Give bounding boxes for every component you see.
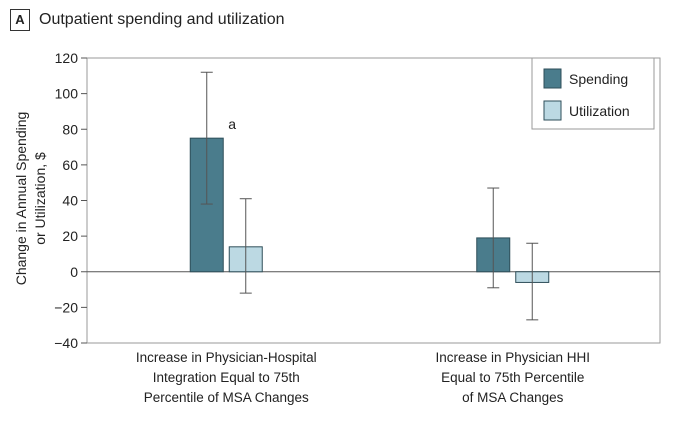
y-tick-label: 80 xyxy=(62,121,78,137)
legend-swatch-utilization xyxy=(543,100,562,121)
y-axis: −40 −20 0 20 40 60 80 100 120 xyxy=(54,50,87,351)
bars xyxy=(189,137,550,283)
x-axis-labels: Increase in Physician-Hospital Integratio… xyxy=(136,350,590,405)
y-tick-label: 100 xyxy=(55,86,79,102)
x-category-label: Integration Equal to 75th xyxy=(153,370,300,385)
y-axis-title: or Utilization, $ xyxy=(32,152,48,245)
legend-label-spending: Spending xyxy=(569,71,628,87)
panel-letter: A xyxy=(10,9,30,31)
annotations: a xyxy=(228,116,236,132)
y-axis-title: Change in Annual Spending xyxy=(13,112,29,286)
y-axis-label: Change in Annual Spending or Utilization,… xyxy=(13,112,48,286)
significance-marker: a xyxy=(228,116,236,132)
x-category-label: of MSA Changes xyxy=(462,390,564,405)
legend-label-utilization: Utilization xyxy=(569,103,630,119)
y-tick-label: −40 xyxy=(54,335,78,351)
y-tick-label: 40 xyxy=(62,193,78,209)
x-category-label: Percentile of MSA Changes xyxy=(144,390,309,405)
x-category-label: Equal to 75th Percentile xyxy=(441,370,584,385)
panel-header: A Outpatient spending and utilization xyxy=(10,8,285,32)
x-category-label: Increase in Physician HHI xyxy=(435,350,590,365)
y-tick-label: −20 xyxy=(54,299,78,315)
y-tick-label: 60 xyxy=(62,157,78,173)
chart-title: Outpatient spending and utilization xyxy=(39,11,285,28)
y-tick-label: 0 xyxy=(70,264,78,280)
legend: Spending Utilization xyxy=(531,57,655,130)
legend-swatch-spending xyxy=(543,68,562,89)
error-bars xyxy=(200,71,539,321)
y-tick-label: 120 xyxy=(55,50,79,66)
x-category-label: Increase in Physician-Hospital xyxy=(136,350,317,365)
y-tick-label: 20 xyxy=(62,228,78,244)
